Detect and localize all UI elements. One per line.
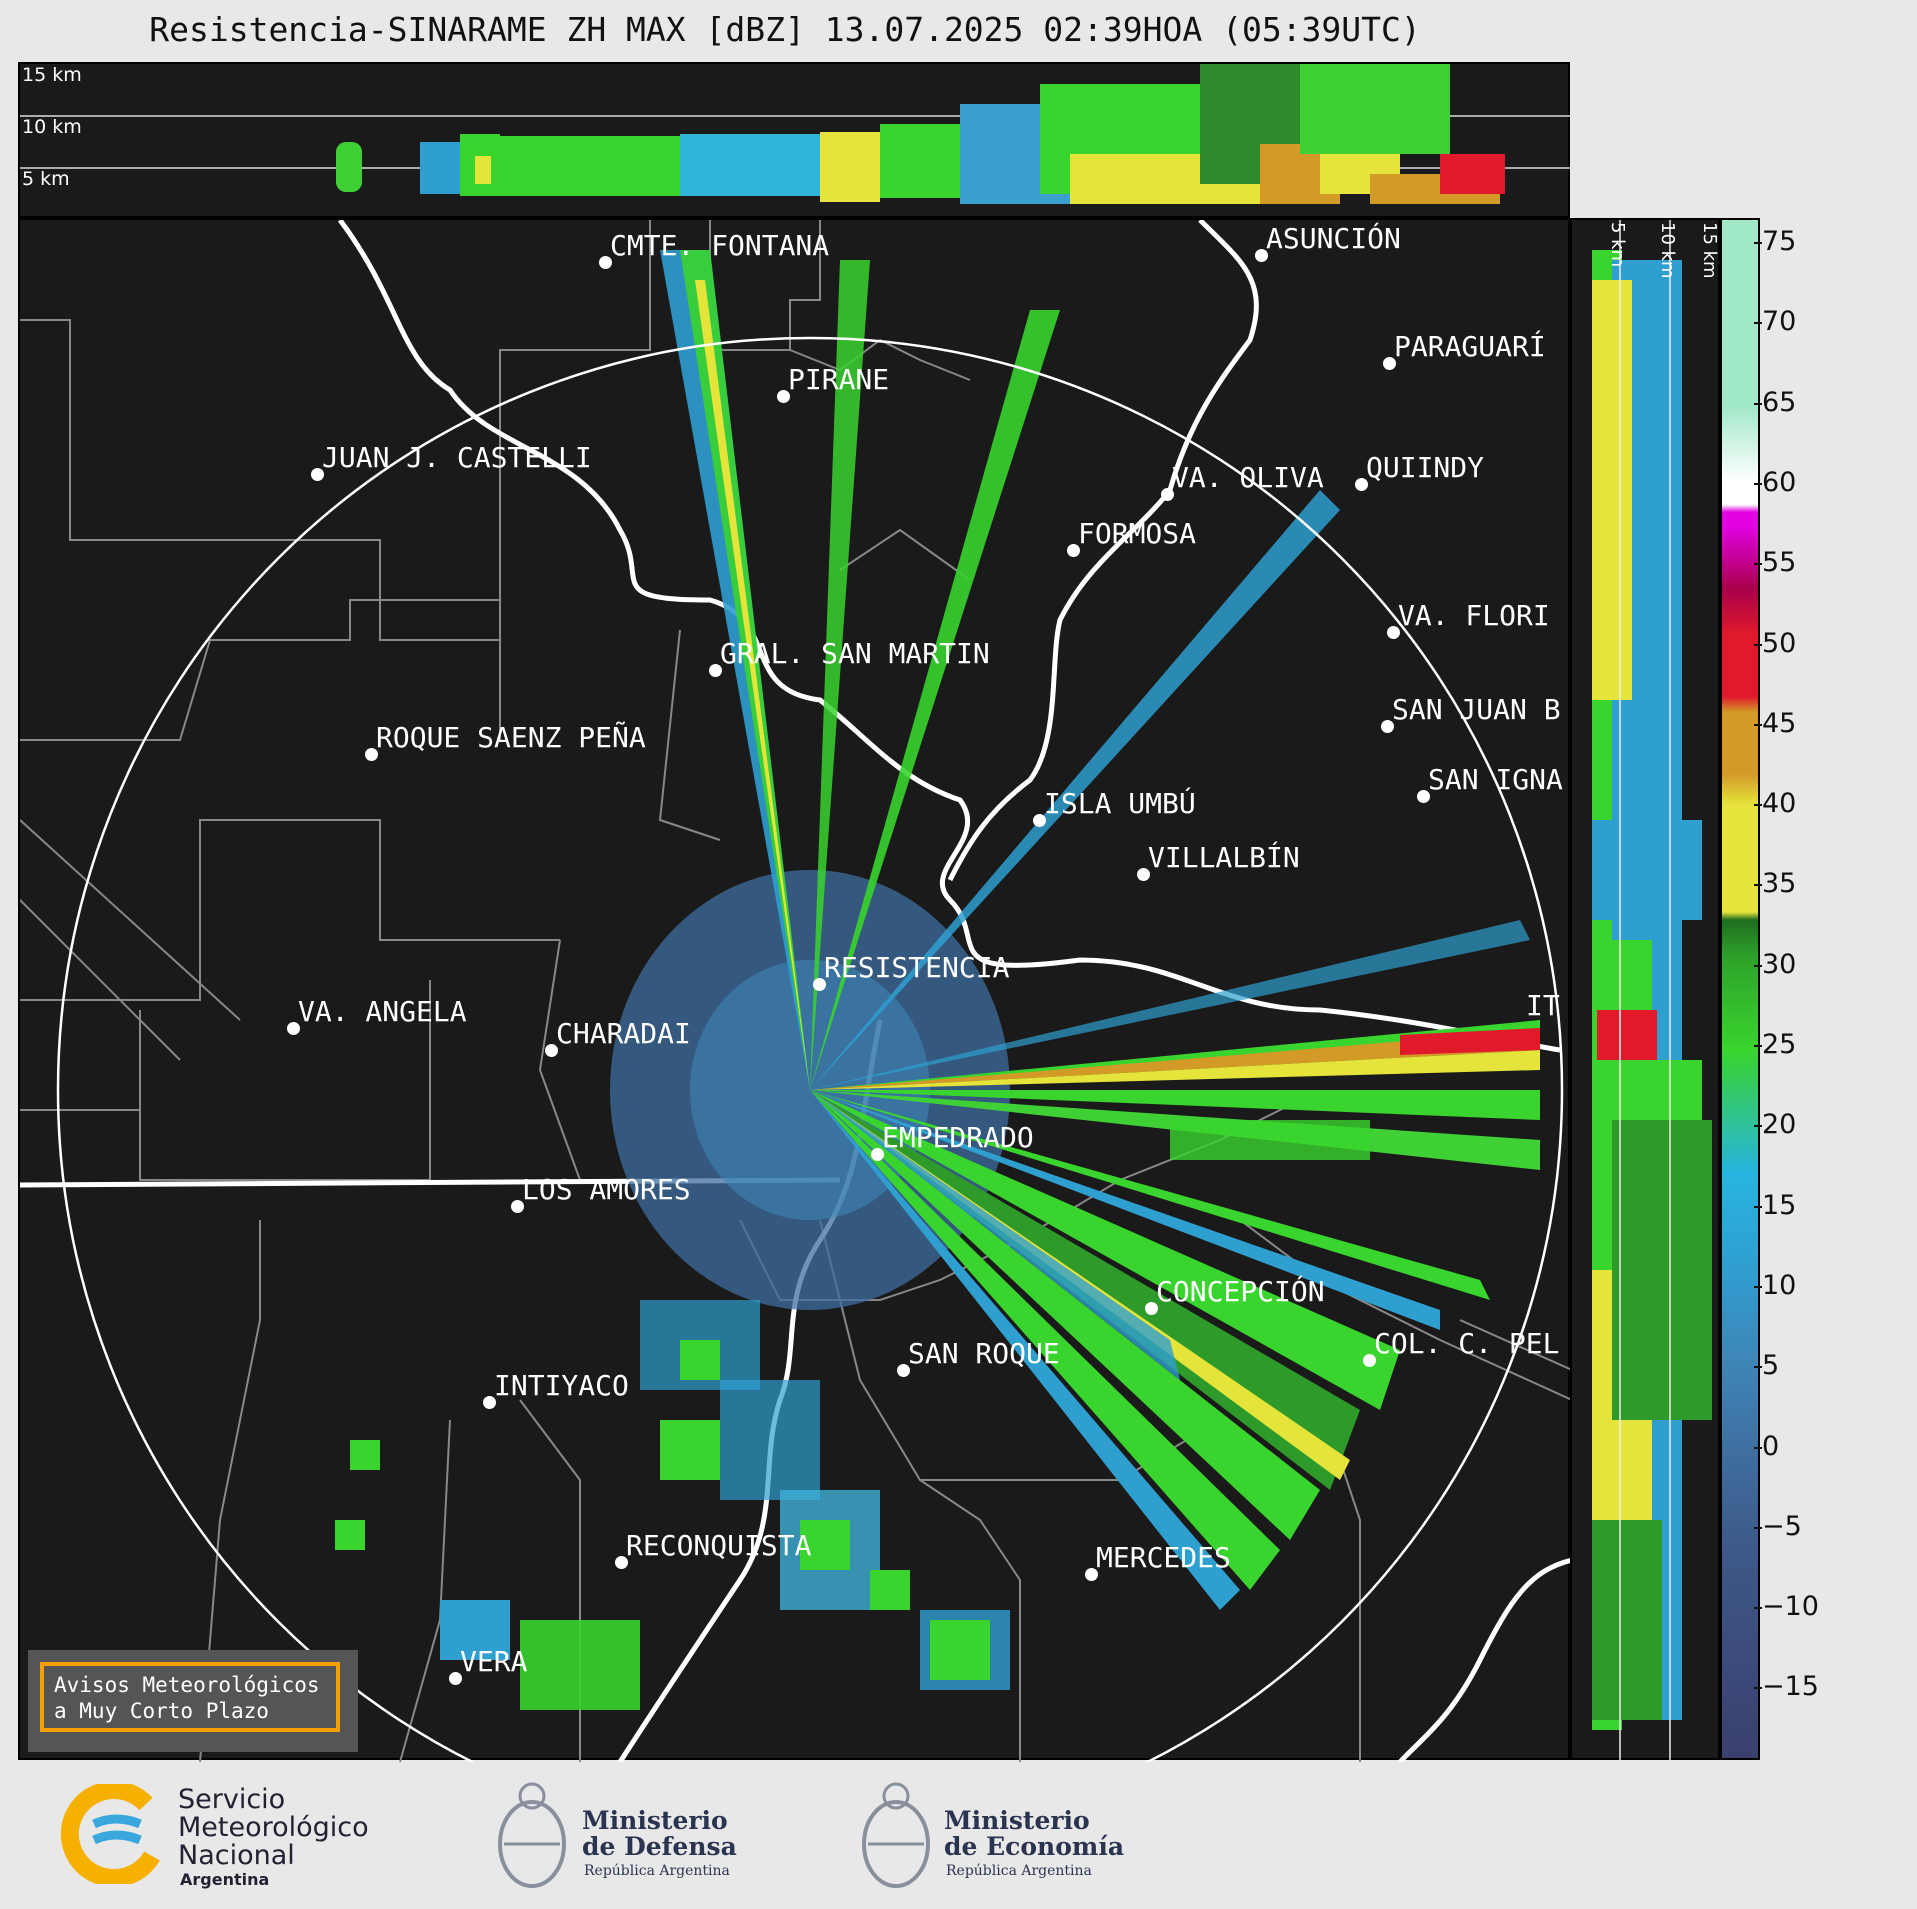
side-height-label-10km: 10 km xyxy=(1657,222,1678,279)
city-va-angela: VA. ANGELA xyxy=(287,998,467,1035)
city-san-roque: SAN ROQUE xyxy=(897,1340,1060,1377)
city-vera: VERA xyxy=(449,1648,527,1685)
avisos-line2: a Muy Corto Plazo xyxy=(54,1699,269,1724)
city-cmte-fontana: CMTE. FONTANA xyxy=(599,232,829,269)
colorbar-tick-label: 40 xyxy=(1753,788,1797,820)
colorbar-tick-label: 45 xyxy=(1753,707,1797,739)
colorbar-tick-label: 70 xyxy=(1753,306,1797,338)
colorbar-tick-label: −5 xyxy=(1754,1510,1802,1542)
colorbar-tick-label: 0 xyxy=(1753,1430,1780,1462)
city-empedrado: EMPEDRADO xyxy=(871,1124,1034,1161)
city-paraguari: PARAGUARÍ xyxy=(1383,333,1546,370)
smn-line3: Nacional xyxy=(178,1840,295,1871)
dbz-colorbar xyxy=(1720,218,1760,1760)
city-resistencia: RESISTENCIA xyxy=(813,954,1009,991)
top-height-label-10km: 10 km xyxy=(22,116,82,138)
city-juan-j-castelli: JUAN J. CASTELLI xyxy=(311,444,592,481)
colorbar-tick-label: 20 xyxy=(1753,1109,1797,1141)
avisos-line1: Avisos Meteorológicos xyxy=(54,1673,320,1697)
defensa-line1: Ministerio xyxy=(582,1806,728,1835)
map-title: Resistencia-SINARAME ZH MAX [dBZ] 13.07.… xyxy=(149,10,1421,49)
colorbar-tick-label: 75 xyxy=(1753,226,1797,257)
city-intiyaco: INTIYACO xyxy=(483,1372,629,1409)
colorbar-tick-label: 10 xyxy=(1753,1269,1797,1301)
city-los-amores: LOS AMORES xyxy=(511,1176,691,1213)
radar-map: CMTE. FONTANA ASUNCIÓN PARAGUARÍ PIRANE … xyxy=(18,218,1572,1762)
side-height-label-15km: 15 km xyxy=(1699,222,1720,279)
side-cross-section-panel: 5 km 10 km 15 km xyxy=(1570,218,1720,1762)
top-height-label-5km: 5 km xyxy=(22,168,70,190)
city-roque-saenz-pena: ROQUE SAENZ PEÑA xyxy=(365,724,646,761)
city-reconquista: RECONQUISTA xyxy=(615,1532,811,1569)
coat-of-arms-icon xyxy=(862,1782,930,1888)
economia-line3: República Argentina xyxy=(946,1863,1092,1879)
smn-line2: Meteorológico xyxy=(178,1812,369,1843)
top-cross-section-plot xyxy=(20,64,1572,204)
colorbar-tick-label: 15 xyxy=(1753,1189,1797,1221)
city-pirane: PIRANE xyxy=(777,366,889,403)
colorbar-tick-label: 65 xyxy=(1753,386,1797,418)
colorbar-tick-label: 5 xyxy=(1753,1350,1780,1382)
city-asuncion: ASUNCIÓN xyxy=(1255,225,1401,262)
colorbar-tick-label: −10 xyxy=(1754,1591,1819,1623)
city-va-flori: VA. FLORI xyxy=(1387,602,1550,639)
top-height-label-15km: 15 km xyxy=(22,64,82,86)
city-mercedes: MERCEDES xyxy=(1085,1544,1231,1581)
range-ring xyxy=(56,336,1564,1762)
side-height-label-5km: 5 km xyxy=(1607,222,1628,268)
economia-line2: de Economía xyxy=(944,1832,1125,1861)
city-formosa: FORMOSA xyxy=(1067,520,1196,557)
city-va-oliva: VA. OLIVA xyxy=(1161,464,1324,501)
smn-emblem-icon xyxy=(60,1784,160,1884)
coat-of-arms-icon xyxy=(498,1782,566,1888)
colorbar-tick-label: 35 xyxy=(1753,868,1797,900)
city-it: IT xyxy=(1526,989,1560,1022)
city-villalbin: VILLALBÍN xyxy=(1137,844,1300,881)
colorbar-tick-label: 30 xyxy=(1753,948,1797,980)
smn-line4: Argentina xyxy=(180,1870,270,1889)
side-cross-section-plot xyxy=(1592,220,1712,1762)
top-cross-section-panel: 15 km 10 km 5 km xyxy=(18,62,1572,218)
colorbar-tick-label: −15 xyxy=(1754,1671,1819,1703)
colorbar-tick-label: 50 xyxy=(1753,627,1797,659)
colorbar-tick-label: 25 xyxy=(1753,1029,1797,1060)
defensa-line3: República Argentina xyxy=(584,1863,730,1879)
scattered-echoes xyxy=(335,1120,1370,1710)
city-concepcion: CONCEPCIÓN xyxy=(1145,1278,1325,1315)
city-isla-umbu: ISLA UMBÚ xyxy=(1033,790,1196,827)
avisos-box: Avisos Meteorológicos a Muy Corto Plazo xyxy=(28,1650,358,1752)
colorbar-tick-label: 60 xyxy=(1753,466,1797,498)
economia-line1: Ministerio xyxy=(944,1806,1090,1835)
radar-map-layer xyxy=(20,220,1572,1762)
city-quiindy: QUIINDY xyxy=(1355,454,1484,491)
smn-line1: Servicio xyxy=(178,1784,286,1815)
city-col-c-pel: COL. C. PEL xyxy=(1363,1330,1559,1367)
city-san-juan-b: SAN JUAN B xyxy=(1381,696,1561,733)
city-gral-san-martin: GRAL. SAN MARTIN xyxy=(709,640,990,677)
city-charadai: CHARADAI xyxy=(545,1020,691,1057)
colorbar-tick-label: 55 xyxy=(1753,547,1797,579)
defensa-line2: de Defensa xyxy=(582,1832,737,1861)
city-san-igna: SAN IGNA xyxy=(1417,766,1563,803)
